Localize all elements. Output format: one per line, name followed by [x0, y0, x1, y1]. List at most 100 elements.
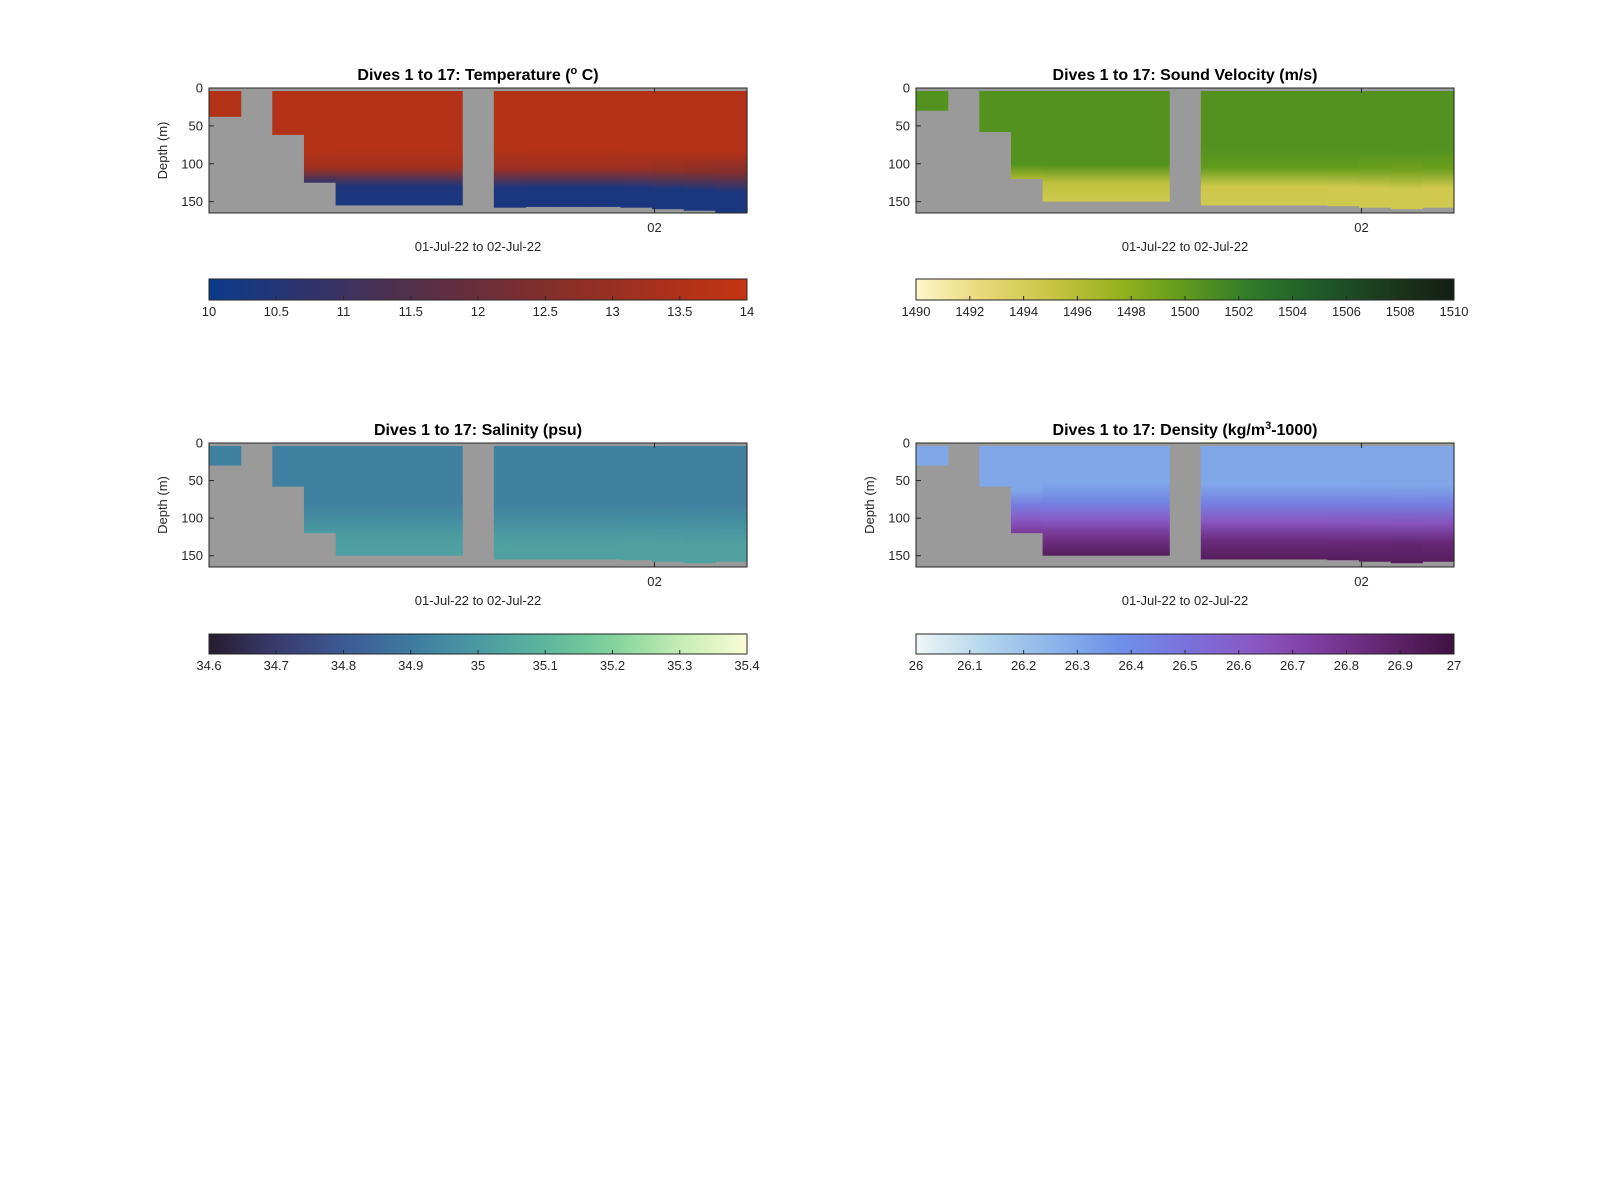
dive-column [1359, 91, 1392, 208]
y-tick-label: 0 [196, 436, 203, 451]
axes-frame [915, 442, 1455, 568]
y-axis-label: Depth (m) [155, 122, 170, 180]
dive-column [1264, 446, 1297, 560]
dive-column [1232, 446, 1265, 560]
dive-column [1200, 446, 1234, 560]
salinity-panel: Dives 1 to 17: Salinity (psu) 0 50 100 150 02… [155, 422, 760, 673]
y-tick-label: 50 [896, 118, 910, 133]
dive-column [1422, 446, 1455, 562]
colorbar-tick-label: 14 [740, 304, 754, 319]
y-tick-label: 50 [189, 118, 203, 133]
dive-column [588, 446, 622, 560]
colorbar-tick-label: 26.7 [1280, 658, 1305, 673]
dive-column [272, 446, 305, 487]
x-tick-label: 02 [1354, 220, 1368, 235]
dive-column [979, 91, 1012, 132]
dive-column [1105, 446, 1139, 556]
dive-column [335, 91, 368, 206]
dive-column [588, 91, 622, 207]
sound-velocity-panel: Dives 1 to 17: Sound Velocity (m/s) 0 50 10… [888, 67, 1468, 319]
dive-column [272, 91, 305, 135]
dive-column [1010, 91, 1044, 179]
colorbar-tick-label: 1494 [1009, 304, 1038, 319]
colorbar-tick-label: 34.7 [264, 658, 289, 673]
colorbar-tick-label: 1510 [1440, 304, 1469, 319]
colorbar-tick-label: 26.2 [1011, 658, 1036, 673]
y-tick-label: 100 [181, 511, 203, 526]
dive-column [620, 91, 653, 208]
x-tick-label: 02 [1354, 574, 1368, 589]
axes-frame [915, 87, 1455, 214]
colorbar-tick-label: 26.3 [1065, 658, 1090, 673]
dive-column [620, 446, 653, 561]
axes-frame [208, 87, 748, 214]
dive-column [1422, 91, 1455, 208]
colorbar-tick-label: 34.8 [331, 658, 356, 673]
dive-column [209, 91, 242, 117]
colorbar-tick-label: 1498 [1117, 304, 1146, 319]
dive-column [209, 446, 242, 466]
y-tick-label: 100 [888, 511, 910, 526]
colorbar-tick-label: 26.4 [1119, 658, 1144, 673]
chart-title: Dives 1 to 17: Sound Velocity (m/s) [1053, 67, 1318, 84]
dive-column [430, 446, 463, 556]
dive-column [367, 446, 400, 556]
y-tick-label: 100 [181, 156, 203, 171]
y-tick-label: 0 [903, 81, 910, 96]
dive-column [493, 446, 527, 560]
dive-column [303, 91, 337, 183]
dive-column [1327, 446, 1360, 561]
y-tick-label: 150 [888, 194, 910, 209]
dive-column [1074, 446, 1107, 556]
x-axis-label: 01-Jul-22 to 02-Jul-22 [415, 593, 541, 608]
colorbar-tick-label: 11 [337, 304, 351, 319]
dive-column [652, 446, 685, 562]
y-tick-label: 150 [888, 548, 910, 563]
dive-column [303, 446, 337, 534]
y-tick-label: 50 [189, 473, 203, 488]
dive-column [916, 446, 949, 466]
dive-column [1137, 446, 1170, 556]
dive-column [398, 91, 432, 206]
colorbar-tick-label: 12.5 [533, 304, 558, 319]
colorbar-tick-label: 35.1 [533, 658, 558, 673]
density-panel: Dives 1 to 17: Density (kg/m3-1000) 0 50 10… [862, 420, 1461, 673]
dive-column [525, 446, 558, 560]
y-tick-label: 150 [181, 548, 203, 563]
colorbar-tick-label: 10 [202, 304, 216, 319]
y-tick-label: 150 [181, 194, 203, 209]
dive-column [1010, 446, 1044, 534]
colorbar-tick-label: 35.2 [600, 658, 625, 673]
dive-column [525, 91, 558, 207]
dive-column [715, 446, 748, 562]
dive-column [652, 91, 685, 210]
dive-column [1327, 91, 1360, 207]
y-axis-label: Depth (m) [155, 476, 170, 534]
x-tick-label: 02 [647, 220, 661, 235]
x-axis-label: 01-Jul-22 to 02-Jul-22 [1122, 593, 1248, 608]
colorbar-tick-label: 1508 [1386, 304, 1415, 319]
colorbar-tick-label: 1502 [1224, 304, 1253, 319]
y-tick-label: 100 [888, 156, 910, 171]
dive-column [1295, 446, 1329, 560]
dive-column [1137, 91, 1170, 202]
colorbar-tick-label: 26 [909, 658, 923, 673]
dive-column [1390, 91, 1423, 210]
dive-column [1042, 91, 1075, 202]
colorbar-tick-label: 12 [471, 304, 485, 319]
dive-column [1074, 91, 1107, 202]
colorbar-tick-label: 34.9 [398, 658, 423, 673]
colorbar-tick-label: 11.5 [399, 304, 423, 319]
axes-frame [208, 442, 748, 568]
x-axis-label: 01-Jul-22 to 02-Jul-22 [1122, 239, 1248, 254]
colorbar-tick-label: 1496 [1063, 304, 1092, 319]
dive-column [335, 446, 368, 556]
dive-column [1390, 446, 1423, 564]
colorbar-tick-label: 27 [1447, 658, 1461, 673]
colorbar-tick-label: 1506 [1332, 304, 1361, 319]
x-axis-label: 01-Jul-22 to 02-Jul-22 [415, 239, 541, 254]
colorbar-tick-label: 13 [605, 304, 619, 319]
colorbar-tick-label: 1490 [902, 304, 931, 319]
y-axis-label: Depth (m) [862, 476, 877, 534]
